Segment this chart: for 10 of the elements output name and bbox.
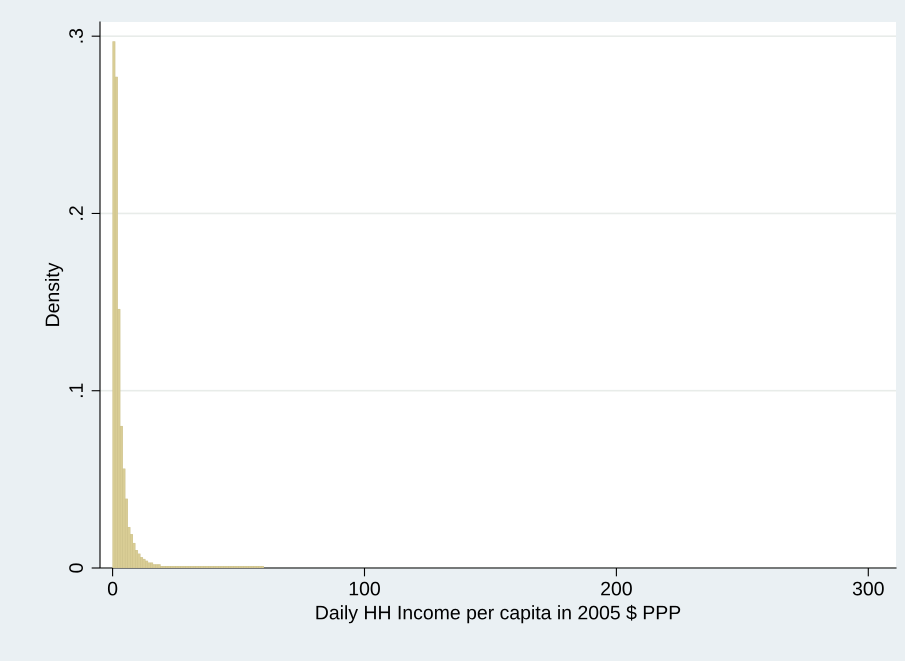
- y-tick-label: .1: [69, 384, 83, 398]
- x-tick-label: 0: [108, 582, 118, 596]
- y-tick-label: .3: [69, 28, 83, 43]
- y-tick-label: .2: [69, 206, 83, 220]
- x-tick-label: 200: [601, 582, 632, 596]
- x-tick-label: 100: [350, 582, 380, 596]
- x-axis-title: Daily HH Income per capita in 2005 $ PPP: [316, 604, 680, 624]
- y-axis-title: Density: [45, 262, 64, 326]
- y-tick-label: 0: [69, 563, 83, 573]
- x-tick-label: 300: [852, 582, 884, 596]
